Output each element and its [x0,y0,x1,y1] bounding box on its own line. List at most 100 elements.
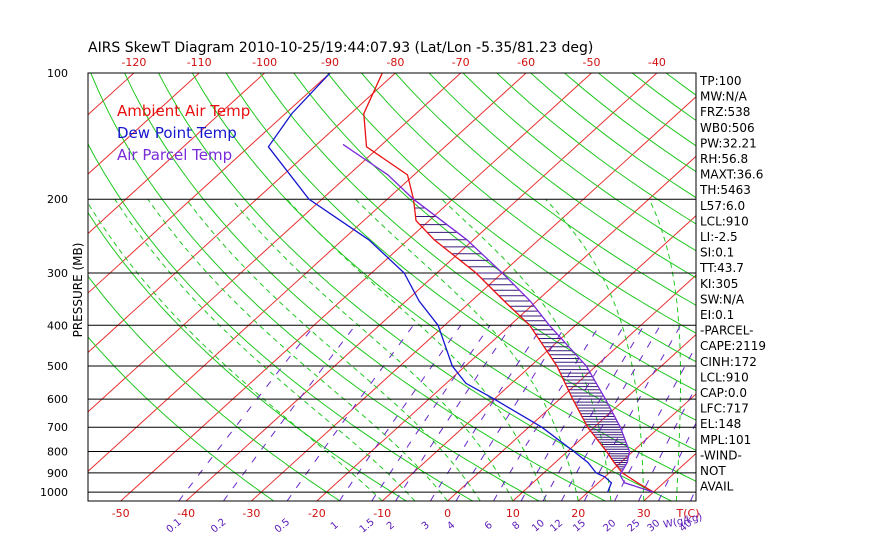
isotherm-line [251,96,696,501]
moist-adiabat-line [231,198,514,501]
pressure-tick-label: 700 [47,421,68,434]
series-line-ambient-air-temp [363,73,654,493]
index-label: TT:43.7 [699,261,744,275]
index-label: AVAIL [700,480,734,494]
index-label: SW:N/A [700,292,745,306]
top-temp-tick-label: -70 [452,56,470,69]
mixing-ratio-line [493,325,601,501]
mixing-ratio-line [560,325,661,501]
dry-adiabat-line [462,73,696,252]
dry-adiabat-line [88,336,275,501]
mixing-ratio-label: 20 [601,518,618,535]
index-label: KI:305 [700,277,738,291]
dry-adiabat-line [428,73,696,279]
moist-adiabat-line [355,198,579,501]
pressure-tick-label: 200 [47,193,68,206]
pressure-tick-label: 900 [47,467,68,480]
legend: Ambient Air Temp Dew Point Temp Air Parcel… [117,102,250,164]
dry-adiabat-line [90,73,540,501]
index-label: EL:148 [700,417,741,431]
mixing-ratio-line [520,325,625,501]
bottom-temp-tick-label: 10 [506,507,520,520]
top-temp-tick-label: -50 [583,56,601,69]
index-label: L57:6.0 [700,199,745,213]
dry-adiabat-line [191,73,696,482]
moist-adiabat-line [441,198,612,501]
legend-item-label: Air Parcel Temp [117,146,232,164]
top-temp-tick-label: -110 [187,56,212,69]
mixing-ratio-line [223,324,356,501]
index-label: MPL:101 [700,433,751,447]
index-label: RH:56.8 [700,152,748,166]
pressure-tick-label: 400 [47,319,68,332]
dry-adiabat-line [361,73,696,334]
mixing-ratio-line [583,325,682,501]
data-layer [267,73,654,493]
index-label: MW:N/A [700,90,748,104]
mixing-ratio-line [178,324,315,501]
isotherm-line [88,73,462,413]
pressure-tick-label: 500 [47,360,68,373]
dry-adiabat-line [124,73,606,501]
bottom-temp-tick-label: -30 [242,507,260,520]
index-label: LI:-2.5 [700,230,738,244]
top-temp-tick-label: -40 [648,56,666,69]
isotherm-line [120,73,592,501]
pressure-tick-label: 600 [47,393,68,406]
isotherm-line [88,73,265,235]
isotherm-line [643,452,696,501]
index-label: FRZ:538 [700,105,750,119]
index-label: NOT [700,464,726,478]
moist-adiabat-line [185,198,481,501]
isotherm-line [88,73,396,354]
mixing-ratio-line [371,325,491,501]
index-label: CINH:172 [700,355,757,369]
dry-adiabat-line [665,73,696,96]
mixing-ratio-line [542,325,645,501]
mixing-ratio-label: 30 [645,518,662,535]
index-label: MAXT:36.6 [700,168,763,182]
isotherm-line [88,73,135,116]
moist-adiabat-line [286,198,547,501]
legend-item-label: Ambient Air Temp [117,102,250,120]
top-temp-tick-label: -90 [321,56,339,69]
mixing-ratio-label: 2 [385,520,397,533]
mixing-ratio-label: 8 [511,520,523,533]
mixing-ratio-label: 0.5 [273,517,292,536]
series-line-dew-point-temp [267,73,613,493]
top-temp-tick-label: -80 [386,56,404,69]
index-label: -WIND- [700,448,742,462]
mixing-ratio-line [395,325,512,501]
isotherm-line [88,73,331,294]
bottom-temp-tick-label: -10 [373,507,391,520]
bottom-temp-tick-label: -50 [112,507,130,520]
isotherm-line [577,393,696,501]
isotherm-line [316,155,696,501]
isotherm-line [185,73,658,501]
moist-adiabat-line [147,198,448,501]
bottom-temp-tick-label: -40 [177,507,195,520]
mixing-ratio-label: 3 [420,520,432,533]
top-temp-tick-label: -120 [121,56,146,69]
pressure-tick-label: 800 [47,446,68,459]
index-label: LCL:910 [700,214,749,228]
isotherm-line [88,73,200,175]
index-label: WB0:506 [700,121,755,135]
dry-adiabat-line [394,73,696,306]
grid-layer [88,73,870,501]
index-label: EI:0.1 [700,308,734,322]
mixing-ratio-label: 25 [626,518,643,535]
pressure-tick-label: 100 [47,67,68,80]
moist-adiabat-line [648,198,681,501]
temp-unit-label: T(C) [676,507,700,520]
index-label: CAP:0.0 [700,386,747,400]
mixing-ratio-line [338,325,462,501]
index-label: TP:100 [699,74,742,88]
bottom-temp-tick-label: -20 [308,507,326,520]
mixing-ratio-label: 10 [530,518,547,535]
pressure-tick-label: 1000 [40,486,68,499]
mixing-ratio-label: 15 [571,518,588,535]
index-label: SI:0.1 [700,246,734,260]
isotherm-line [775,73,870,501]
